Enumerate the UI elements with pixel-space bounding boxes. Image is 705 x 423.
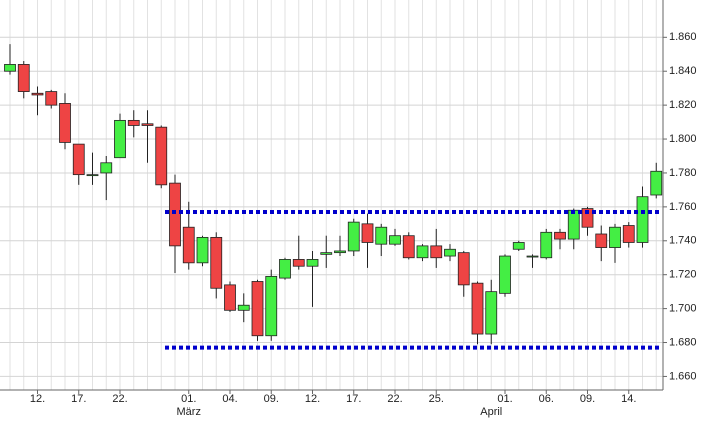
x-tick-label: 25. bbox=[429, 393, 444, 405]
x-tick-label: 12. bbox=[30, 393, 45, 405]
y-tick-label: 1.740 bbox=[669, 235, 697, 247]
candle-body bbox=[540, 231, 553, 259]
candle-body bbox=[361, 223, 374, 243]
plot-area bbox=[0, 0, 663, 390]
candle-body bbox=[45, 91, 58, 106]
candle-body bbox=[17, 64, 30, 92]
candle-body bbox=[430, 245, 443, 259]
candle-body bbox=[279, 259, 291, 279]
candle-body bbox=[196, 236, 209, 264]
candle-body bbox=[416, 245, 429, 259]
y-tick-label: 1.680 bbox=[669, 336, 697, 348]
candle-body bbox=[31, 92, 44, 96]
candle-body bbox=[306, 259, 319, 267]
candle-body bbox=[127, 119, 140, 126]
candle-body bbox=[375, 226, 388, 245]
candle-body bbox=[72, 143, 85, 176]
candle-body bbox=[86, 174, 99, 177]
x-tick-label: 01. bbox=[497, 393, 512, 405]
candle-body bbox=[224, 284, 236, 311]
x-tick-label: 12. bbox=[305, 393, 320, 405]
candle-body bbox=[512, 242, 525, 250]
y-tick-label: 1.860 bbox=[669, 31, 697, 43]
candle-body bbox=[114, 119, 126, 159]
candle-body bbox=[265, 275, 278, 337]
candle-body bbox=[581, 208, 594, 228]
candle-body bbox=[595, 233, 608, 248]
candle-body bbox=[622, 225, 635, 243]
candle-body bbox=[169, 182, 181, 247]
candle-body bbox=[334, 250, 346, 254]
x-tick-label: 14. bbox=[621, 393, 636, 405]
candle-body bbox=[554, 231, 566, 240]
candle-body bbox=[471, 282, 484, 335]
candle-body bbox=[320, 252, 333, 255]
candle-body bbox=[389, 235, 401, 245]
candle-body bbox=[59, 103, 71, 143]
y-tick-label: 1.660 bbox=[669, 370, 697, 382]
candle-body bbox=[526, 255, 539, 258]
candle-body bbox=[402, 235, 415, 259]
x-tick-label: 17. bbox=[71, 393, 86, 405]
candle-body bbox=[485, 291, 498, 335]
x-tick-label: 06. bbox=[539, 393, 554, 405]
candle-body bbox=[499, 255, 511, 294]
candle-body bbox=[609, 226, 621, 248]
y-tick-label: 1.840 bbox=[669, 65, 697, 77]
candle-body bbox=[636, 196, 649, 243]
candle-body bbox=[100, 162, 113, 174]
y-tick-label: 1.760 bbox=[669, 201, 697, 213]
y-tick-label: 1.820 bbox=[669, 99, 697, 111]
y-tick-label: 1.800 bbox=[669, 133, 697, 145]
candle-body bbox=[650, 170, 663, 196]
candle-body bbox=[444, 248, 456, 257]
x-tick-label: 22. bbox=[387, 393, 402, 405]
x-tick-label: 09. bbox=[264, 393, 279, 405]
candle-body bbox=[292, 259, 305, 267]
y-tick-label: 1.700 bbox=[669, 303, 697, 315]
x-tick-label: 09. bbox=[580, 393, 595, 405]
candle-body bbox=[4, 64, 16, 72]
candle-body bbox=[567, 209, 580, 240]
candle-body bbox=[347, 221, 360, 252]
x-tick-label: 01. bbox=[181, 393, 196, 405]
x-tick-label: 04. bbox=[222, 393, 237, 405]
candle-body bbox=[457, 252, 470, 286]
candle-body bbox=[237, 304, 250, 311]
x-tick-label: 22. bbox=[112, 393, 127, 405]
candle-body bbox=[155, 126, 168, 186]
y-tick-label: 1.780 bbox=[669, 167, 697, 179]
candle-body bbox=[182, 226, 195, 264]
candle-body bbox=[141, 123, 154, 126]
month-label: April bbox=[480, 406, 502, 418]
candle-body bbox=[251, 281, 264, 337]
x-tick-label: 17. bbox=[346, 393, 361, 405]
candle-body bbox=[210, 236, 223, 289]
y-tick-label: 1.720 bbox=[669, 269, 697, 281]
month-label: März bbox=[177, 406, 201, 418]
